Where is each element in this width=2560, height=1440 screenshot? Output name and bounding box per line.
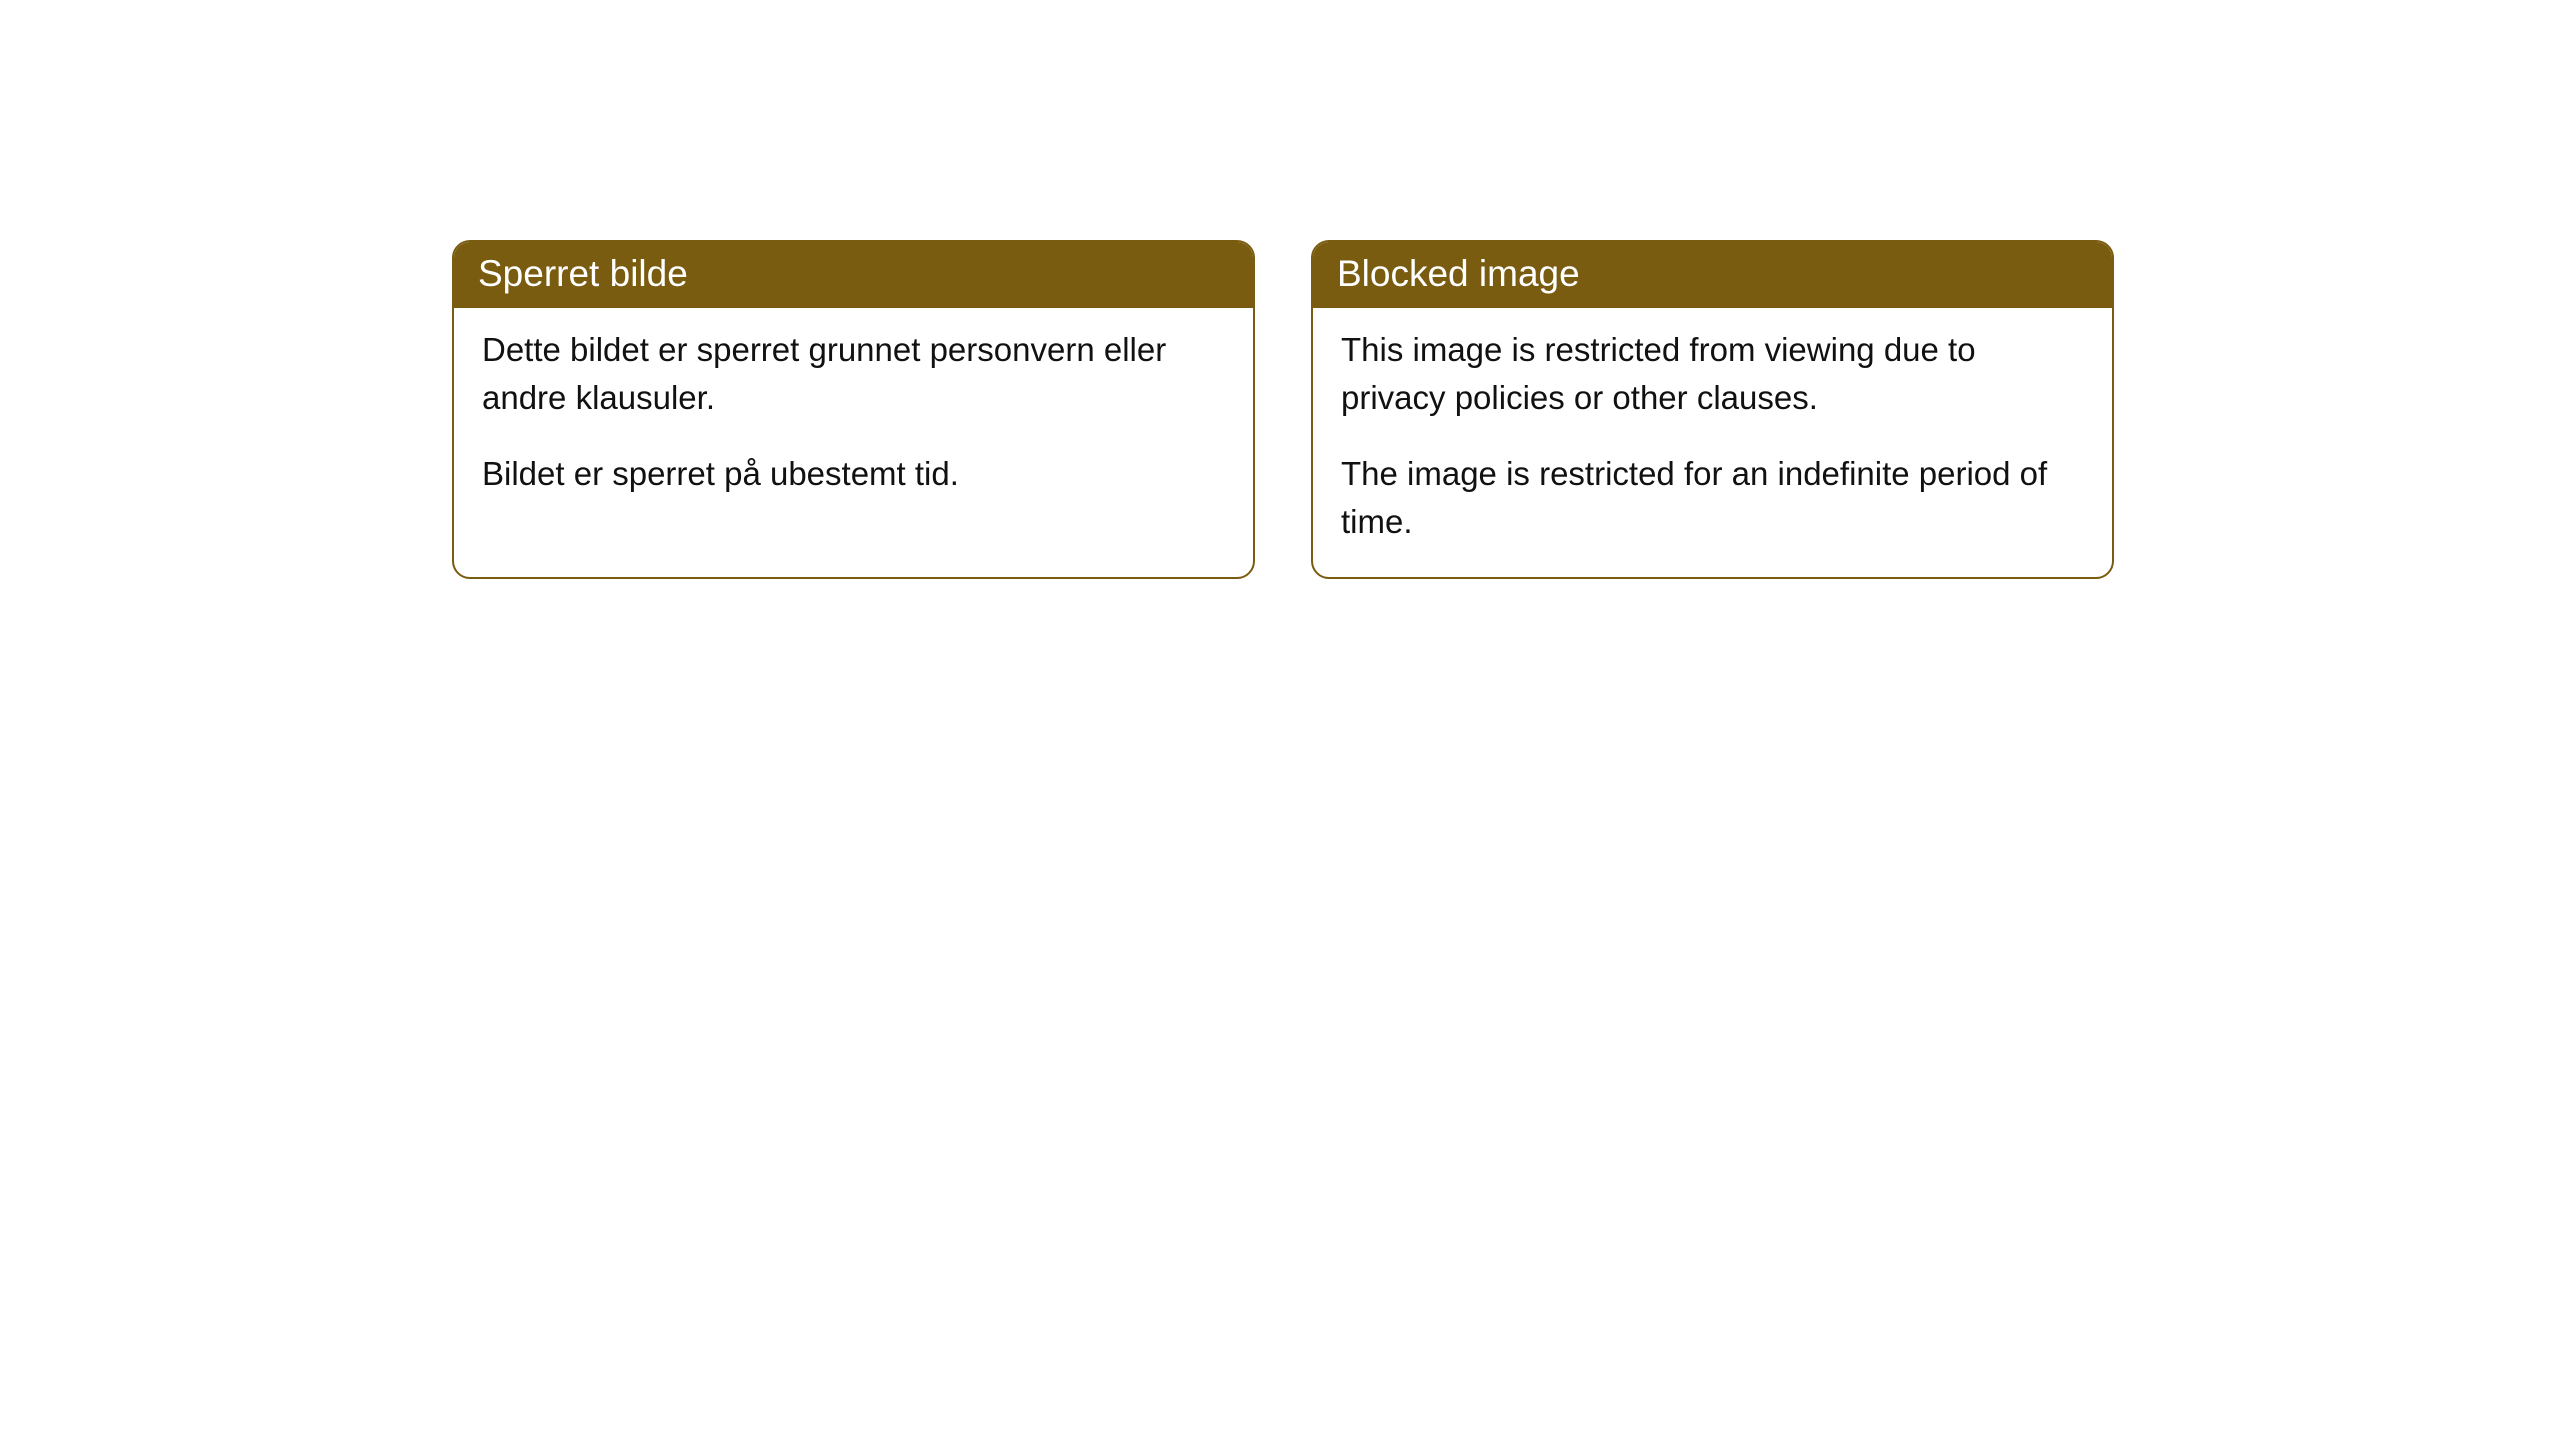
card-header: Sperret bilde: [454, 242, 1253, 308]
card-paragraph: This image is restricted from viewing du…: [1341, 326, 2084, 422]
card-title: Blocked image: [1337, 253, 1580, 294]
card-paragraph: Bildet er sperret på ubestemt tid.: [482, 450, 1225, 498]
notice-card-norwegian: Sperret bilde Dette bildet er sperret gr…: [452, 240, 1255, 579]
card-header: Blocked image: [1313, 242, 2112, 308]
card-body: This image is restricted from viewing du…: [1313, 308, 2112, 577]
card-paragraph: The image is restricted for an indefinit…: [1341, 450, 2084, 546]
notice-cards-container: Sperret bilde Dette bildet er sperret gr…: [452, 240, 2560, 579]
notice-card-english: Blocked image This image is restricted f…: [1311, 240, 2114, 579]
card-title: Sperret bilde: [478, 253, 688, 294]
card-paragraph: Dette bildet er sperret grunnet personve…: [482, 326, 1225, 422]
card-body: Dette bildet er sperret grunnet personve…: [454, 308, 1253, 530]
